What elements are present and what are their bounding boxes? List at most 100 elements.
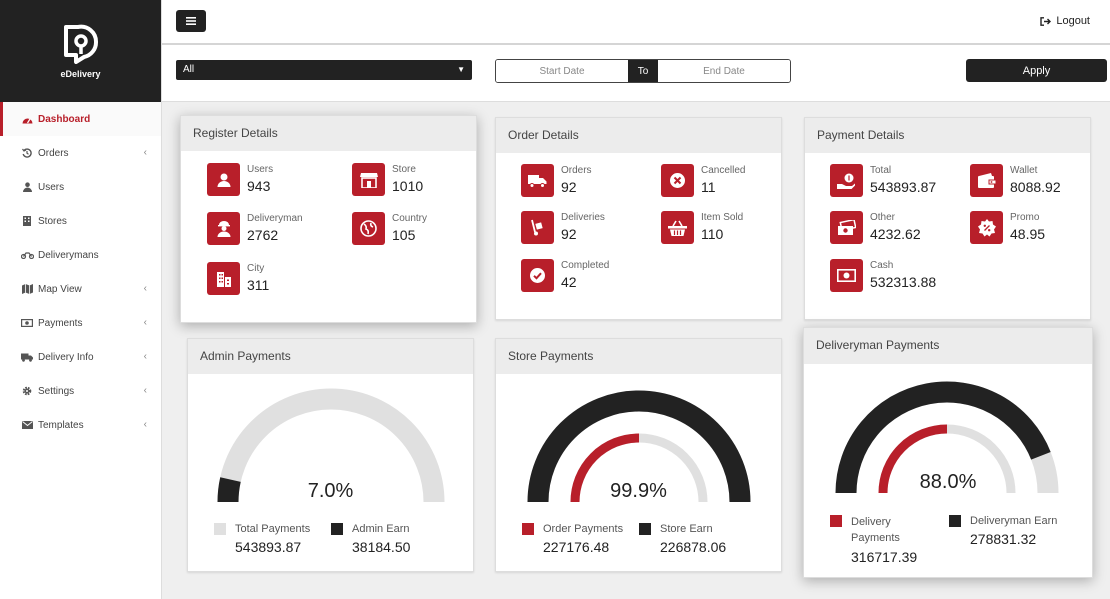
sidebar-item-orders[interactable]: Orders ‹ bbox=[0, 136, 161, 170]
apply-button[interactable]: Apply bbox=[966, 59, 1107, 82]
sidebar-item-label: Map View bbox=[38, 283, 82, 295]
store-icon bbox=[352, 163, 385, 196]
admin-payments-gauge bbox=[217, 388, 445, 503]
gauge-outer-value bbox=[217, 477, 241, 503]
deliveryman-payments-card: Deliveryman Payments 88.0% Delivery Paym… bbox=[803, 327, 1093, 578]
payment-details-card: Payment Details Total 543893.87 Wallet 808… bbox=[804, 117, 1091, 320]
stat-store: Store 1010 bbox=[352, 163, 423, 196]
city-icon bbox=[207, 262, 240, 295]
sidebar-item-label: Templates bbox=[38, 419, 84, 431]
sidebar-item-delivery-info[interactable]: Delivery Info ‹ bbox=[0, 340, 161, 374]
date-range: To bbox=[495, 59, 791, 83]
chevron-left-icon: ‹ bbox=[143, 351, 147, 362]
legend-item: Store Earn 226878.06 bbox=[639, 522, 726, 556]
sidebar-item-label: Users bbox=[38, 181, 65, 193]
hand-truck-icon bbox=[521, 211, 554, 244]
legend-item: Admin Earn 38184.50 bbox=[331, 522, 410, 556]
gauge-outer-value bbox=[835, 381, 1051, 494]
gauge-inner-value bbox=[878, 424, 948, 494]
sidebar: eDelivery Dashboard Orders ‹ Users Store… bbox=[0, 0, 162, 599]
order-details-card: Order Details Orders 92 Cancelled 11 Deliv… bbox=[495, 117, 782, 320]
deliveryman-payments-gauge bbox=[835, 381, 1059, 494]
stat-users: Users 943 bbox=[207, 163, 273, 196]
gauge-percent: 88.0% bbox=[919, 471, 977, 493]
stat-other: Other 4232.62 bbox=[830, 211, 921, 244]
gauge-percent: 99.9% bbox=[610, 480, 667, 502]
filter-bar: All ▼ To Apply bbox=[162, 45, 1110, 102]
cancel-circle-icon bbox=[661, 164, 694, 197]
stat-deliveries: Deliveries 92 bbox=[521, 211, 605, 244]
gauge-percent: 7.0% bbox=[307, 480, 354, 502]
sidebar-item-label: Dashboard bbox=[38, 113, 91, 125]
legend-swatch bbox=[331, 523, 343, 535]
card-title: Store Payments bbox=[496, 339, 781, 374]
hamburger-icon bbox=[186, 17, 196, 25]
wallet-icon bbox=[970, 164, 1003, 197]
stat-cash: Cash 532313.88 bbox=[830, 259, 936, 292]
legend-item: Total Payments 543893.87 bbox=[214, 522, 310, 556]
start-date-input[interactable] bbox=[496, 60, 628, 82]
hand-money-icon bbox=[830, 164, 863, 197]
basket-icon bbox=[661, 211, 694, 244]
legend-swatch bbox=[214, 523, 226, 535]
sidebar-item-payments[interactable]: Payments ‹ bbox=[0, 306, 161, 340]
sign-out-icon bbox=[1040, 16, 1052, 26]
legend-item: Deliveryman Earn 278831.32 bbox=[949, 514, 1057, 548]
building-icon bbox=[20, 215, 34, 227]
money-icon bbox=[830, 259, 863, 292]
globe-icon bbox=[352, 212, 385, 245]
sidebar-item-label: Deliverymans bbox=[38, 249, 99, 261]
sidebar-item-label: Payments bbox=[38, 317, 83, 329]
end-date-input[interactable] bbox=[658, 60, 790, 82]
sidebar-item-settings[interactable]: Settings ‹ bbox=[0, 374, 161, 408]
brand[interactable]: eDelivery bbox=[0, 0, 161, 102]
card-title: Order Details bbox=[496, 118, 781, 153]
legend-swatch bbox=[830, 515, 842, 527]
gauge-track bbox=[217, 388, 445, 503]
edelivery-logo-icon bbox=[63, 24, 98, 64]
chevron-left-icon: ‹ bbox=[143, 283, 147, 294]
sidebar-item-label: Delivery Info bbox=[38, 351, 94, 363]
filter-select[interactable]: All ▼ bbox=[176, 60, 472, 80]
chevron-left-icon: ‹ bbox=[143, 419, 147, 430]
store-payments-card: Store Payments 99.9% Order Payments 22717… bbox=[495, 338, 782, 572]
register-details-card: Register Details Users 943 Store 1010 Deli… bbox=[180, 115, 477, 323]
sidebar-item-label: Orders bbox=[38, 147, 69, 159]
sidebar-item-label: Stores bbox=[38, 215, 67, 227]
truck-icon bbox=[20, 351, 34, 363]
sidebar-item-users[interactable]: Users bbox=[0, 170, 161, 204]
caret-down-icon: ▼ bbox=[457, 65, 465, 74]
user-icon bbox=[20, 181, 34, 193]
logout-button[interactable]: Logout bbox=[1040, 15, 1090, 27]
motorcycle-icon bbox=[20, 249, 34, 261]
date-range-separator: To bbox=[628, 60, 658, 82]
gear-icon bbox=[20, 385, 34, 397]
menu-toggle-button[interactable] bbox=[176, 10, 206, 32]
chevron-left-icon: ‹ bbox=[143, 385, 147, 396]
stat-cancelled: Cancelled 11 bbox=[661, 164, 745, 197]
card-title: Payment Details bbox=[805, 118, 1090, 153]
sidebar-item-dashboard[interactable]: Dashboard bbox=[0, 102, 161, 136]
envelope-icon bbox=[20, 419, 34, 431]
brand-name: eDelivery bbox=[60, 68, 101, 79]
chevron-left-icon: ‹ bbox=[143, 147, 147, 158]
map-icon bbox=[20, 283, 34, 295]
cash-stack-icon bbox=[830, 211, 863, 244]
stat-promo: Promo 48.95 bbox=[970, 211, 1045, 244]
sidebar-nav: Dashboard Orders ‹ Users Stores Delivery… bbox=[0, 102, 161, 442]
promo-badge-icon bbox=[970, 211, 1003, 244]
sidebar-item-stores[interactable]: Stores bbox=[0, 204, 161, 238]
gauge-inner-value bbox=[570, 433, 640, 503]
sidebar-item-templates[interactable]: Templates ‹ bbox=[0, 408, 161, 442]
legend-item: Delivery Payments 316717.39 bbox=[830, 514, 921, 566]
stat-item-sold: Item Sold 110 bbox=[661, 211, 743, 244]
money-icon bbox=[20, 317, 34, 329]
sidebar-item-map-view[interactable]: Map View ‹ bbox=[0, 272, 161, 306]
stat-completed: Completed 42 bbox=[521, 259, 609, 292]
check-circle-icon bbox=[521, 259, 554, 292]
top-bar: Logout bbox=[162, 0, 1110, 45]
gauge-outer-value bbox=[527, 390, 751, 503]
stat-country: Country 105 bbox=[352, 212, 427, 245]
sidebar-item-deliverymans[interactable]: Deliverymans bbox=[0, 238, 161, 272]
card-title: Register Details bbox=[181, 116, 476, 151]
